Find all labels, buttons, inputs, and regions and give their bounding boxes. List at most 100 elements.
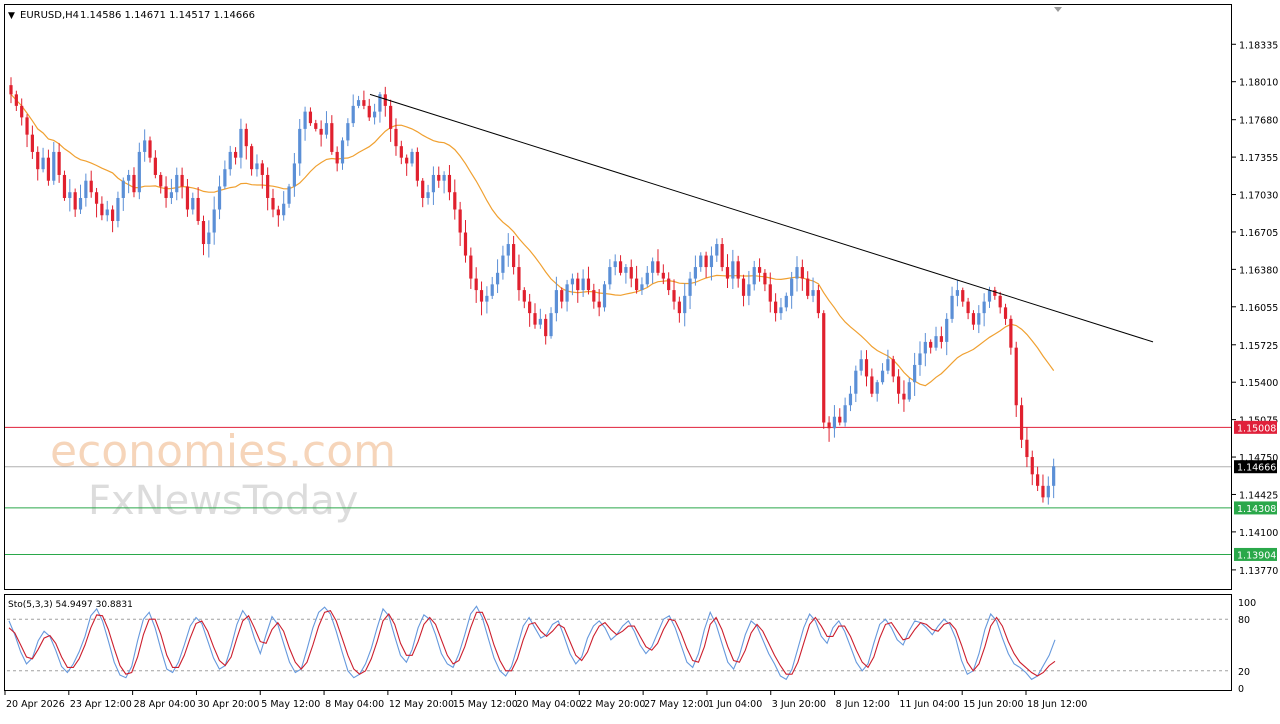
candle bbox=[774, 293, 778, 322]
candle bbox=[298, 118, 302, 176]
y-axis-tick-label: 1.17030 bbox=[1239, 191, 1278, 202]
candle bbox=[741, 274, 746, 307]
candle bbox=[148, 136, 152, 163]
candle bbox=[923, 333, 927, 367]
candle bbox=[196, 187, 200, 225]
candle bbox=[929, 339, 933, 354]
candle bbox=[608, 259, 612, 290]
candle bbox=[629, 259, 633, 288]
candle bbox=[977, 305, 981, 334]
y-axis-tick-label: 1.14750 bbox=[1239, 453, 1278, 464]
candle bbox=[100, 196, 104, 221]
candle bbox=[667, 272, 671, 296]
candle bbox=[918, 341, 922, 376]
candle bbox=[779, 298, 783, 320]
candle bbox=[94, 187, 99, 218]
candle bbox=[250, 143, 254, 176]
x-axis-tick-label: 23 Apr 12:00 bbox=[70, 699, 132, 710]
moving-average-line bbox=[10, 93, 1055, 387]
candle bbox=[683, 283, 687, 327]
candle bbox=[180, 167, 184, 199]
candle bbox=[945, 313, 949, 356]
candle bbox=[570, 273, 575, 296]
x-axis-tick-label: 15 Jun 20:00 bbox=[963, 699, 1023, 710]
candle bbox=[78, 184, 83, 214]
candle bbox=[116, 191, 120, 228]
price-tag-label: 1.14666 bbox=[1237, 463, 1276, 474]
candle bbox=[282, 191, 286, 221]
collapse-triangle-icon[interactable]: ▼ bbox=[8, 11, 15, 21]
ohlc-label: 1.14586 1.14671 1.14517 1.14666 bbox=[80, 10, 255, 21]
candle bbox=[485, 286, 489, 314]
candle bbox=[132, 167, 136, 198]
candle bbox=[528, 293, 532, 327]
candle bbox=[266, 167, 270, 211]
candle bbox=[955, 279, 960, 307]
stochastic-panel bbox=[4, 594, 1232, 691]
candle bbox=[993, 286, 997, 300]
candle bbox=[73, 188, 77, 217]
candle bbox=[880, 363, 885, 385]
candle bbox=[159, 172, 163, 194]
candle bbox=[255, 154, 259, 177]
candle bbox=[458, 201, 462, 246]
candle bbox=[651, 257, 655, 284]
candle bbox=[602, 281, 607, 312]
candle bbox=[565, 279, 569, 312]
candle bbox=[1036, 466, 1040, 492]
candle bbox=[405, 154, 409, 176]
candle bbox=[175, 167, 179, 201]
candle bbox=[233, 147, 238, 165]
chart-shift-marker-icon[interactable] bbox=[1054, 7, 1062, 12]
trendline[interactable] bbox=[369, 93, 1154, 343]
candle bbox=[110, 205, 115, 233]
candle bbox=[832, 405, 837, 438]
candle bbox=[864, 350, 869, 387]
candle bbox=[1009, 315, 1013, 355]
candle bbox=[581, 269, 585, 297]
candle bbox=[661, 264, 665, 285]
watermark-fxnewstoday: FxNewsToday bbox=[88, 478, 358, 524]
candle bbox=[244, 123, 248, 160]
candle bbox=[1025, 427, 1029, 468]
stochastic-tick-label: 80 bbox=[1238, 615, 1250, 626]
x-axis-tick-label: 11 Jun 04:00 bbox=[899, 699, 959, 710]
x-axis-tick-label: 12 May 20:00 bbox=[389, 699, 454, 710]
candle bbox=[939, 326, 943, 349]
y-axis-tick-label: 1.17355 bbox=[1239, 153, 1278, 164]
candle bbox=[554, 276, 558, 322]
candle bbox=[52, 141, 56, 185]
x-axis-tick-label: 15 May 12:00 bbox=[453, 699, 518, 710]
candle bbox=[533, 303, 537, 329]
candle bbox=[1014, 341, 1018, 417]
y-axis-tick-label: 1.16705 bbox=[1239, 228, 1278, 239]
candle bbox=[442, 171, 446, 194]
candle bbox=[367, 98, 371, 121]
candle bbox=[20, 98, 24, 126]
candle bbox=[41, 147, 45, 173]
stochastic-main-line bbox=[8, 605, 1056, 681]
candle bbox=[335, 146, 339, 172]
candle bbox=[848, 385, 853, 412]
candle bbox=[36, 146, 40, 181]
candle bbox=[961, 287, 965, 307]
x-axis-tick-label: 5 May 12:00 bbox=[261, 699, 320, 710]
candle bbox=[822, 310, 826, 429]
candle bbox=[495, 259, 500, 294]
candle bbox=[217, 175, 222, 220]
candle bbox=[838, 408, 842, 426]
y-axis-tick-label: 1.16380 bbox=[1239, 265, 1278, 276]
candle bbox=[164, 176, 168, 208]
candle bbox=[314, 119, 318, 132]
candle bbox=[757, 258, 762, 282]
x-axis-tick-label: 27 May 12:00 bbox=[644, 699, 709, 710]
candle bbox=[640, 277, 644, 295]
candle bbox=[346, 118, 350, 147]
candle bbox=[720, 238, 724, 272]
candle bbox=[394, 118, 398, 156]
y-axis-tick-label: 1.18335 bbox=[1239, 40, 1278, 51]
candle bbox=[854, 365, 858, 403]
candle bbox=[517, 254, 521, 301]
candle bbox=[971, 310, 976, 330]
candle bbox=[752, 260, 756, 291]
